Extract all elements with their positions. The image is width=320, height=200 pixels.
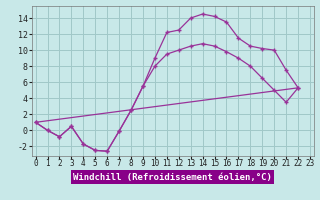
X-axis label: Windchill (Refroidissement éolien,°C): Windchill (Refroidissement éolien,°C) bbox=[73, 173, 272, 182]
